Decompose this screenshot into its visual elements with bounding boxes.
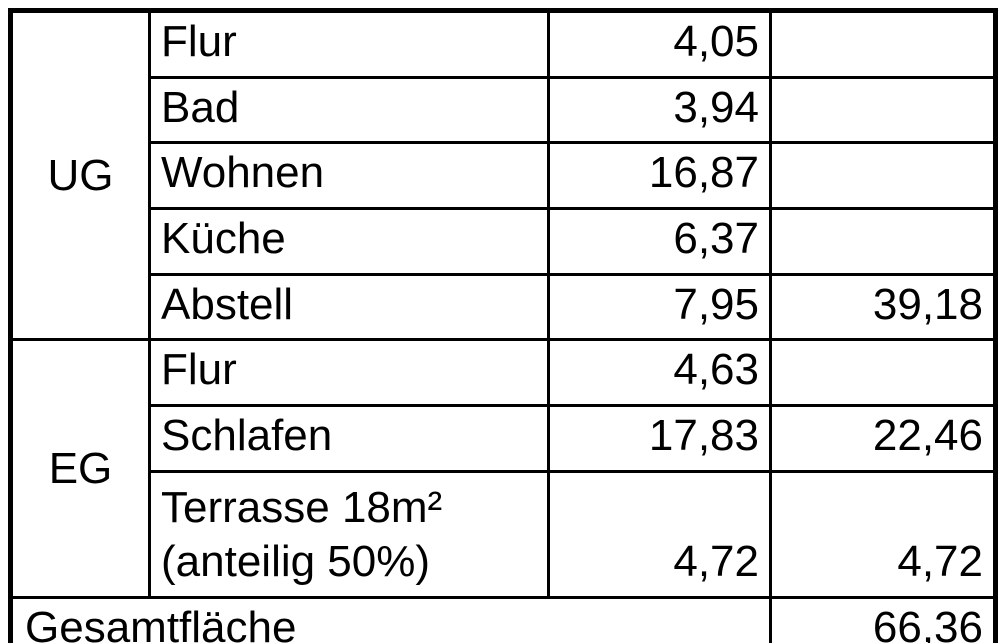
table-row: UG Flur 4,05 xyxy=(9,8,997,342)
room-cell: Flur xyxy=(148,9,550,79)
subtotal-cell xyxy=(769,338,997,408)
room-cell: Schlafen xyxy=(148,404,550,473)
room-cell: Abstell xyxy=(148,272,550,342)
table-row: EG Flur 4,63 xyxy=(9,338,997,599)
table-row: Schlafen 17,83 22,46 xyxy=(11,404,997,473)
table-row: Bad 3,94 xyxy=(11,75,997,145)
table-row: Wohnen 16,87 xyxy=(11,141,997,211)
room-cell: Küche xyxy=(148,207,550,276)
value-cell: 16,87 xyxy=(547,141,772,211)
value-cell: 3,94 xyxy=(547,75,772,145)
room-cell: Bad xyxy=(148,75,550,145)
room-cell-terrasse: Terrasse 18m² (anteilig 50%) xyxy=(148,469,550,599)
room-line-2: (anteilig 50%) xyxy=(161,537,431,587)
table-row: Terrasse 18m² (anteilig 50%) 4,72 4,72 xyxy=(11,469,997,599)
subtotal-cell xyxy=(769,75,997,145)
subtotal-cell xyxy=(769,207,997,276)
floor-cell-ug: UG xyxy=(9,8,151,342)
value-cell: 17,83 xyxy=(547,404,772,473)
value-cell: 6,37 xyxy=(547,207,772,276)
area-table: UG Flur 4,05 Bad 3,94 Wohnen 16,87 Küche… xyxy=(8,8,998,643)
subtotal-cell: 39,18 xyxy=(769,272,997,342)
subtotal-cell: 22,46 xyxy=(769,404,997,473)
room-line-1: Terrasse 18m² xyxy=(161,483,443,533)
room-cell: Wohnen xyxy=(148,141,550,211)
total-row: Gesamtfläche 66,36 xyxy=(9,595,997,643)
subtotal-cell: 4,72 xyxy=(769,469,997,599)
table-row: Abstell 7,95 39,18 xyxy=(11,272,997,342)
value-cell: 7,95 xyxy=(547,272,772,342)
value-cell: 4,63 xyxy=(547,338,772,408)
subtotal-cell xyxy=(769,141,997,211)
value-cell: 4,05 xyxy=(547,9,772,79)
room-cell: Flur xyxy=(148,338,550,408)
value-cell: 4,72 xyxy=(547,469,772,599)
floor-cell-eg: EG xyxy=(9,338,151,599)
table-row: Küche 6,37 xyxy=(11,207,997,276)
total-value-cell: 66,36 xyxy=(769,595,997,643)
subtotal-cell xyxy=(769,9,997,79)
total-label-cell: Gesamtfläche xyxy=(9,595,772,643)
